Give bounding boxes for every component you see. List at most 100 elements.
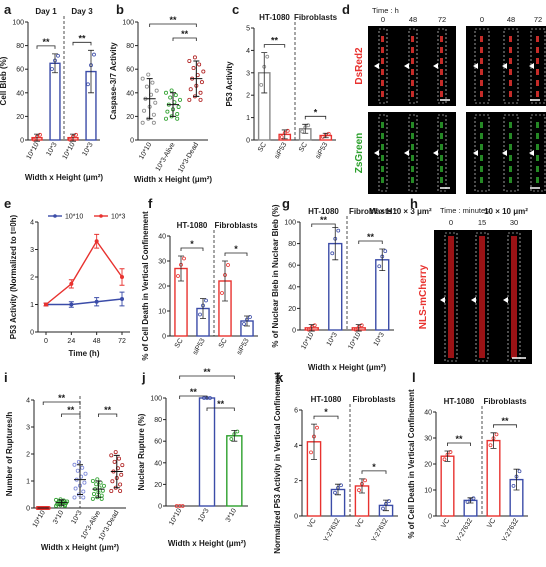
x-tick-label: 10*3 [81, 141, 94, 157]
cell-signal [509, 58, 512, 64]
micro-d-channel-bottom: ZsGreen [354, 133, 365, 174]
error-bar [490, 432, 497, 449]
arrowhead-marker [471, 297, 476, 303]
cell-signal [536, 58, 539, 64]
data-point [56, 53, 60, 58]
data-point [377, 264, 382, 269]
data-point [387, 499, 391, 504]
x-tick-label: Y-27632 [323, 517, 342, 543]
cell-signal [480, 122, 483, 128]
significance-bracket [72, 41, 92, 46]
cell-signal [381, 91, 384, 97]
arrowhead-marker [473, 63, 478, 69]
y-tick-label: 60 [154, 439, 162, 446]
data-point [488, 443, 493, 448]
cell-signal [411, 133, 414, 139]
significance-bracket [358, 240, 383, 244]
x-axis-label: Width x Height (μm²) [168, 539, 246, 548]
error-bar [70, 133, 76, 142]
significance-label: ** [181, 29, 189, 39]
y-tick-label: 0 [158, 504, 162, 511]
cell-signal [480, 144, 483, 150]
bar [486, 439, 501, 517]
arrowhead-marker [529, 63, 534, 69]
error-bar [178, 255, 184, 282]
significance-label: * [190, 239, 194, 249]
x-tick-label: 24 [67, 338, 75, 345]
cell-signal [440, 47, 443, 53]
cell-signal [411, 69, 414, 75]
group-header: Fibroblasts [349, 207, 393, 216]
significance-label: ** [67, 405, 75, 415]
y-tick-label: 80 [16, 43, 24, 50]
data-point [336, 228, 341, 233]
significance-bracket [61, 413, 81, 417]
data-point [199, 80, 204, 85]
y-tick-label: 40 [154, 460, 162, 467]
x-tick-label: Y-27632 [371, 517, 390, 543]
y-tick-label: 20 [158, 284, 166, 291]
significance-label: ** [58, 393, 66, 403]
x-tick-label: siP53 [192, 337, 207, 356]
data-point [169, 88, 174, 93]
data-point [197, 62, 202, 67]
x-axis-label: Width x Height (μm²) [308, 363, 386, 372]
data-point [142, 108, 147, 113]
error-bar [302, 123, 309, 134]
data-point [73, 486, 78, 491]
significance-label: * [324, 407, 328, 417]
y-axis-label: % of Nuclear Bleb in Nuclear Bleb (%) [271, 204, 280, 347]
error-bar [359, 478, 365, 494]
y-tick-label: 30 [158, 259, 166, 266]
cell-signal [411, 166, 414, 172]
error-bar [383, 499, 389, 512]
data-point [357, 488, 361, 493]
significance-bracket [36, 45, 56, 49]
significance-label: ** [42, 37, 50, 47]
y-tick-label: 3 [26, 425, 30, 432]
data-point [226, 263, 230, 267]
group-header: HT-1080 [308, 207, 339, 216]
y-tick-label: 10 [158, 309, 166, 316]
x-tick-label: 10*3 [373, 331, 386, 347]
group-header: Fibroblasts [352, 395, 396, 404]
data-point [113, 450, 118, 455]
data-point [220, 291, 224, 295]
data-point [118, 488, 123, 493]
significance-bracket [98, 413, 118, 417]
y-tick-label: 4 [26, 398, 30, 405]
error-bar [222, 260, 228, 302]
error-bar [355, 324, 362, 332]
y-tick-label: 100 [12, 20, 24, 27]
x-tick-label: siP53 [236, 337, 251, 356]
data-point [182, 256, 186, 261]
y-tick-label: 80 [126, 43, 134, 50]
y-tick-label: 20 [16, 114, 24, 121]
data-point [91, 491, 96, 496]
y-tick-label: 40 [16, 90, 24, 97]
significance-bracket [172, 37, 197, 41]
y-tick-label: 20 [154, 482, 162, 489]
data-point [74, 132, 78, 137]
cell-signal [411, 47, 414, 53]
cell-signal [381, 155, 384, 161]
micro-d-time-3: 0 [480, 15, 484, 24]
cell-signal [536, 91, 539, 97]
x-tick-label: 10*10 [138, 141, 153, 160]
micro-h-time-2: 30 [510, 218, 518, 227]
error-bar [335, 483, 341, 496]
error-bar [322, 132, 329, 139]
cell-signal [411, 177, 414, 183]
cell-signal [440, 91, 443, 97]
y-tick-label: 2 [294, 478, 298, 485]
arrowhead-marker [433, 150, 438, 156]
channel-outline [378, 28, 388, 104]
y-tick-label: 0 [130, 138, 134, 145]
cell-signal [509, 155, 512, 161]
data-point [192, 55, 197, 60]
data-point [140, 120, 145, 125]
cell-signal [411, 122, 414, 128]
cell-signal [381, 69, 384, 75]
x-tick-label: VC [355, 518, 366, 530]
panel-letter-f: f [148, 196, 153, 211]
